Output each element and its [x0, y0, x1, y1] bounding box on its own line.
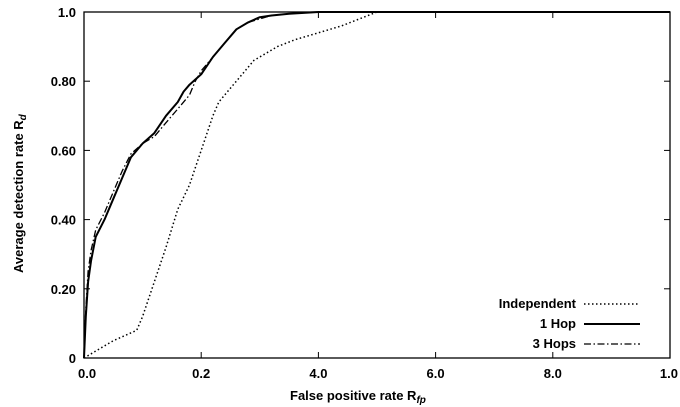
legend-label-3-hops: 3 Hops [533, 336, 576, 351]
series-layer [83, 11, 670, 359]
series-line-1-hop [83, 11, 670, 359]
y-tick-label: 0.60 [51, 143, 76, 158]
y-tick-label: 1.0 [58, 5, 76, 20]
legend-label-1-hop: 1 Hop [540, 316, 576, 331]
x-axis: 0.0 0.2 4.0 6.0 8.0 1.0 [78, 12, 678, 381]
x-tick-label: 6.0 [427, 366, 445, 381]
series-line-3-hops [83, 11, 670, 359]
y-tick-label: 0 [69, 351, 76, 366]
y-tick-label: 0.80 [51, 74, 76, 89]
y-tick-label: 0.40 [51, 213, 76, 228]
legend-label-independent: Independent [499, 296, 577, 311]
x-axis-label-sub: fp [416, 395, 425, 406]
y-axis-label-main: Average detection rate R [11, 120, 26, 273]
series-line-independent [83, 11, 670, 359]
legend: Independent 1 Hop 3 Hops [499, 296, 640, 351]
x-tick-label: 0.0 [78, 366, 96, 381]
y-axis-label-sub: d [18, 113, 29, 120]
y-tick-label: 0.20 [51, 282, 76, 297]
x-axis-label-main: False positive rate R [290, 388, 417, 403]
x-tick-label: 1.0 [660, 366, 678, 381]
x-tick-label: 4.0 [309, 366, 327, 381]
x-tick-label: 0.2 [192, 366, 210, 381]
y-axis: 0 0.20 0.40 0.60 0.80 1.0 [51, 5, 670, 366]
x-tick-label: 8.0 [544, 366, 562, 381]
x-axis-label: False positive rate Rfp [290, 388, 426, 406]
y-axis-label: Average detection rate Rd [11, 113, 29, 273]
plot-frame [83, 11, 671, 359]
